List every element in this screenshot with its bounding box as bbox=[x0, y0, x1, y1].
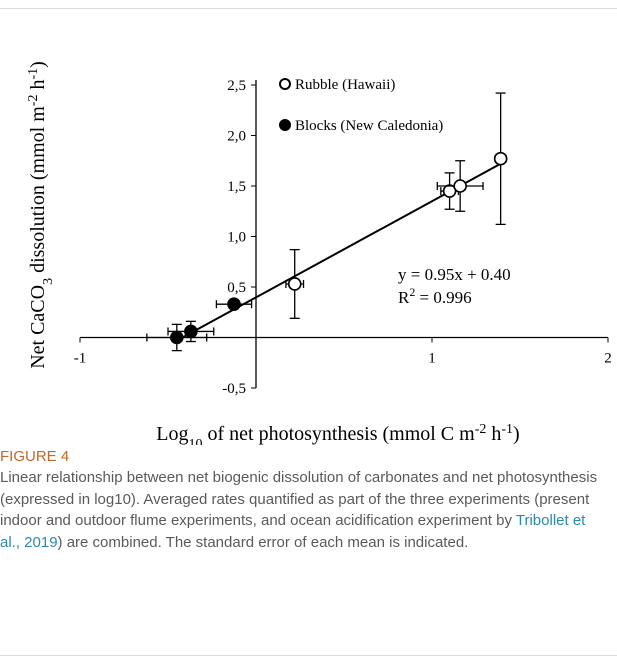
text-part: h bbox=[486, 423, 501, 445]
point bbox=[184, 324, 198, 339]
y-tick-label: 1,0 bbox=[227, 230, 246, 246]
point bbox=[442, 184, 457, 198]
legend-marker bbox=[279, 78, 291, 90]
text-part: Log bbox=[156, 423, 188, 445]
text-part: R bbox=[398, 288, 410, 307]
annotation: y = 0.95x + 0.40 bbox=[398, 265, 511, 284]
annotation: R2 = 0.996 bbox=[398, 285, 472, 307]
caption: FIGURE 4 Linear relationship between net… bbox=[0, 448, 605, 553]
point bbox=[227, 297, 241, 311]
x-tick-label: 2 bbox=[604, 351, 612, 367]
y-axis-label: Net CaCO3 dissolution (mmol m-2 h-1) bbox=[26, 61, 56, 369]
text-part: -1 bbox=[26, 68, 41, 80]
text-part: y = 0.95x + 0.40 bbox=[398, 265, 511, 284]
text-part: of net photosynthesis (mmol C m bbox=[202, 423, 475, 445]
chart: -0,5 0,5 1,0 1,5 2,0 2,5 -1 1 2 Net CaCO3 dissolu… bbox=[26, 61, 612, 446]
y-tick-label: 2,5 bbox=[227, 78, 246, 94]
text-part: 2 bbox=[409, 285, 415, 299]
x-tick-label: 1 bbox=[428, 351, 436, 367]
legend-marker bbox=[279, 119, 291, 131]
caption-part: ) are combined. The standard error of ea… bbox=[57, 533, 469, 551]
x-tick-label: -1 bbox=[74, 351, 87, 367]
citation-link[interactable]: Tribollet et al., 2019 bbox=[0, 512, 586, 551]
x-axis-label: Log10 of net photosynthesis (mmol C m-2 … bbox=[156, 422, 519, 446]
y-tick-label: -0,5 bbox=[222, 381, 246, 397]
text-part: 10 bbox=[188, 437, 202, 446]
legend-label: Blocks (New Caledonia) bbox=[295, 118, 443, 134]
y-tick-label: 2,0 bbox=[227, 129, 246, 145]
divider bbox=[0, 8, 617, 9]
caption-text: Linear relationship between net biogenic… bbox=[0, 467, 605, 553]
text-part: 3 bbox=[41, 278, 56, 285]
text-part: ) bbox=[513, 423, 520, 445]
y-tick-label: 1,5 bbox=[227, 179, 246, 195]
caption-heading: FIGURE 4 bbox=[0, 448, 70, 465]
point bbox=[453, 179, 467, 193]
y-tick-label: 0,5 bbox=[227, 280, 246, 296]
text-part: = 0.996 bbox=[415, 288, 471, 307]
text-part: h bbox=[27, 80, 49, 95]
caption-part: Linear relationship between net biogenic… bbox=[0, 469, 598, 529]
legend-label: Rubble (Hawaii) bbox=[295, 77, 395, 93]
text-part: -1 bbox=[501, 422, 513, 437]
text-part: Net CaCO bbox=[27, 285, 49, 369]
text-part: -2 bbox=[26, 95, 41, 107]
point bbox=[493, 151, 508, 166]
text-part: ) bbox=[27, 61, 49, 68]
divider bbox=[0, 655, 617, 656]
text-part: -2 bbox=[475, 422, 487, 437]
point bbox=[287, 277, 302, 291]
point bbox=[170, 330, 184, 345]
text-part: dissolution (mmol m bbox=[27, 106, 49, 278]
